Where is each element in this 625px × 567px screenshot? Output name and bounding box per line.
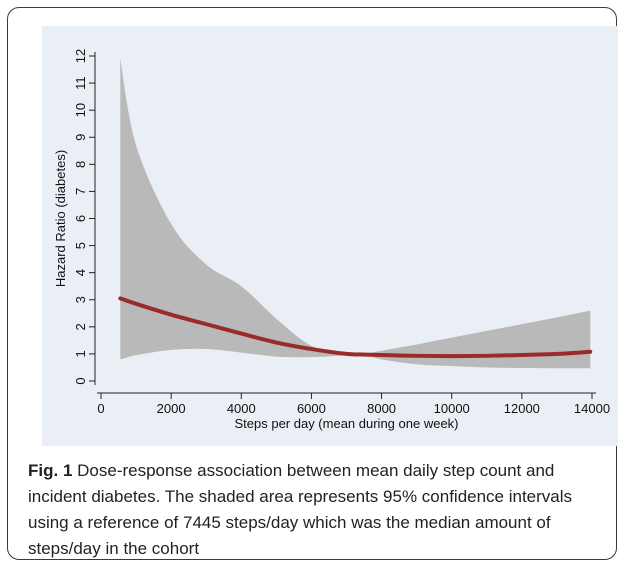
x-tick-label: 2000: [157, 401, 186, 416]
x-tick-label: 6000: [297, 401, 326, 416]
x-tick-label: 12000: [504, 401, 540, 416]
x-tick-label: 14000: [574, 401, 610, 416]
y-tick-label: 11: [73, 76, 88, 90]
figure-label: Fig. 1: [28, 461, 73, 480]
x-tick-label: 8000: [367, 401, 396, 416]
figure-caption: Fig. 1 Dose-response association between…: [28, 458, 616, 562]
y-tick-label: 4: [73, 269, 88, 276]
confidence-band-layer: [120, 58, 591, 369]
y-tick-label: 6: [73, 215, 88, 222]
figure-frame: 0 1 2 3 4 5 6 7 8 9 10 11 12 0 2000 4000 6000 8000 10000 12…: [7, 7, 618, 562]
caption-text: Dose-response association between mean d…: [28, 461, 573, 558]
x-tick-label: 0: [97, 401, 104, 416]
y-tick-label: 5: [73, 242, 88, 249]
y-tick-label: 2: [73, 323, 88, 330]
estimate-line-layer: [118, 296, 593, 359]
y-tick-label: 12: [73, 49, 88, 63]
confidence-band: [120, 58, 591, 369]
y-tick-label: 8: [73, 161, 88, 168]
x-axis-label: Steps per day (mean during one week): [234, 416, 458, 431]
x-tick-label: 4000: [227, 401, 256, 416]
y-tick-label: 7: [73, 188, 88, 195]
y-tick-label: 0: [73, 377, 88, 384]
x-tick-label: 10000: [434, 401, 470, 416]
y-tick-label: 10: [73, 103, 88, 117]
y-tick-label: 1: [73, 350, 88, 357]
y-tick-label: 3: [73, 296, 88, 303]
estimate-line: [118, 296, 593, 359]
y-axis-label: Hazard Ratio (diabetes): [53, 150, 68, 287]
y-tick-label: 9: [73, 134, 88, 141]
